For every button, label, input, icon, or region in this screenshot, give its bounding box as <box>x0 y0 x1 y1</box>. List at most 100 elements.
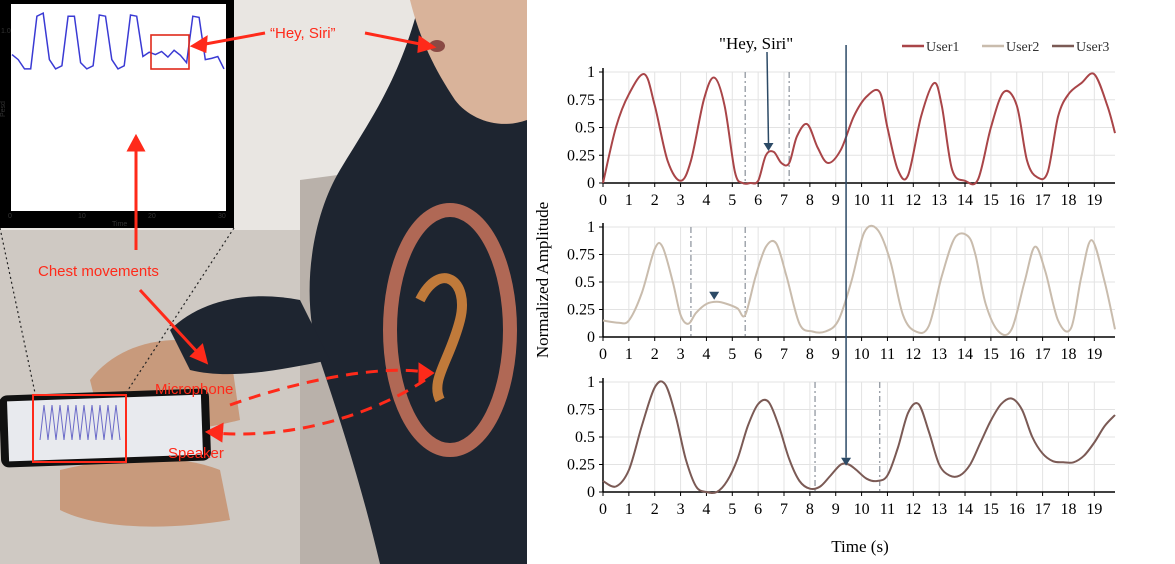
y-tick-label: 1 <box>587 64 595 81</box>
x-tick-label: 18 <box>1060 501 1076 518</box>
x-tick-label: 1 <box>625 192 633 209</box>
y-tick-label: 0.25 <box>567 457 595 474</box>
chest-movements-arrowhead <box>126 133 146 152</box>
microphone-label: Microphone <box>155 381 233 398</box>
hey-siri-label: “Hey, Siri” <box>270 25 336 42</box>
y-tick-label: 0.75 <box>567 402 595 419</box>
annotation-arrows <box>766 45 847 458</box>
x-tick-label: 4 <box>702 346 710 363</box>
x-tick-label: 9 <box>832 501 840 518</box>
x-tick-label: 7 <box>780 501 788 518</box>
legend-label-user1: User1 <box>926 40 959 55</box>
speaker-arrowhead <box>204 422 224 443</box>
x-tick-label: 19 <box>1086 192 1102 209</box>
y-tick-label: 1 <box>587 374 595 391</box>
y-tick-label: 1 <box>587 219 595 236</box>
x-tick-label: 2 <box>651 501 659 518</box>
x-tick-label: 11 <box>880 501 895 518</box>
speaker-label: Speaker <box>168 445 224 462</box>
inset-plot-area <box>11 4 226 211</box>
sleeve <box>170 296 330 375</box>
hey-siri-annotation: "Hey, Siri" <box>719 34 793 53</box>
inset-plot: 1.0 0 10 20 30 Time Pesd <box>0 0 234 228</box>
x-tick-label: 0 <box>599 346 607 363</box>
x-tick-label: 6 <box>754 192 762 209</box>
x-tick-label: 1 <box>625 346 633 363</box>
x-tick-label: 13 <box>931 501 947 518</box>
chest-to-phone-arrow <box>138 288 202 357</box>
inset-ylabel: Pesd <box>0 101 7 117</box>
annotation-arrow-user1 <box>766 51 770 144</box>
x-tick-label: 13 <box>931 346 947 363</box>
x-tick-label: 14 <box>957 192 973 209</box>
x-tick-label: 19 <box>1086 501 1102 518</box>
hey-siri-arrow-left <box>199 31 266 47</box>
x-tick-label: 17 <box>1035 501 1051 518</box>
x-tick-label: 15 <box>983 501 999 518</box>
x-tick-label: 7 <box>780 346 788 363</box>
face <box>410 0 527 124</box>
microphone-dashed-path <box>229 368 426 407</box>
inset-xtick-10: 10 <box>78 213 86 220</box>
series-line-user1 <box>602 72 1116 186</box>
x-tick-label: 6 <box>754 346 762 363</box>
hey-siri-marker <box>763 143 774 152</box>
x-tick-label: 10 <box>854 346 870 363</box>
x-tick-label: 16 <box>1009 192 1025 209</box>
x-tick-label: 5 <box>728 346 736 363</box>
hey-siri-marker <box>841 457 852 466</box>
y-tick-label: 0.25 <box>567 302 595 319</box>
x-tick-label: 18 <box>1060 346 1076 363</box>
hey-siri-arrow-right <box>364 31 426 47</box>
x-tick-label: 2 <box>651 346 659 363</box>
x-tick-label: 8 <box>806 501 814 518</box>
y-tick-label: 0.5 <box>575 429 595 446</box>
x-tick-label: 5 <box>728 192 736 209</box>
x-axis-label: Time (s) <box>831 537 888 556</box>
inset-xlabel: Time <box>112 221 127 228</box>
inset-xtick-20: 20 <box>148 213 156 220</box>
series-line-user2 <box>602 224 1116 337</box>
x-tick-label: 3 <box>677 346 685 363</box>
x-tick-label: 16 <box>1009 501 1025 518</box>
right-hand <box>60 458 230 527</box>
x-tick-label: 3 <box>677 501 685 518</box>
y-tick-label: 0.75 <box>567 92 595 109</box>
x-tick-label: 10 <box>854 192 870 209</box>
x-tick-label: 16 <box>1009 346 1025 363</box>
y-axis-label: Normalized Amplitude <box>533 202 552 358</box>
chest-movements-label: Chest movements <box>38 263 159 280</box>
phone-screen-waveform <box>39 404 121 441</box>
x-tick-label: 7 <box>780 192 788 209</box>
x-tick-label: 6 <box>754 501 762 518</box>
mouth <box>429 40 445 52</box>
x-tick-label: 0 <box>599 501 607 518</box>
y-tick-label: 0.5 <box>575 274 595 291</box>
x-tick-label: 18 <box>1060 192 1076 209</box>
x-tick-label: 4 <box>702 192 710 209</box>
x-tick-label: 2 <box>651 192 659 209</box>
x-tick-label: 8 <box>806 192 814 209</box>
inset-highlight-box <box>150 34 190 70</box>
legend-label-user3: User3 <box>1076 40 1109 55</box>
x-tick-label: 15 <box>983 192 999 209</box>
x-tick-label: 14 <box>957 346 973 363</box>
hoodie <box>300 0 527 564</box>
x-tick-label: 14 <box>957 501 973 518</box>
x-tick-label: 19 <box>1086 346 1102 363</box>
x-tick-label: 3 <box>677 192 685 209</box>
inset-ytick: 1.0 <box>1 28 11 35</box>
x-tick-label: 12 <box>905 501 921 518</box>
hey-siri-arrowhead-left <box>189 35 208 54</box>
y-tick-label: 0 <box>587 484 595 501</box>
y-tick-label: 0.5 <box>575 120 595 137</box>
x-tick-label: 8 <box>806 346 814 363</box>
x-tick-label: 11 <box>880 192 895 209</box>
x-tick-label: 4 <box>702 501 710 518</box>
microphone-arrowhead <box>418 362 435 384</box>
